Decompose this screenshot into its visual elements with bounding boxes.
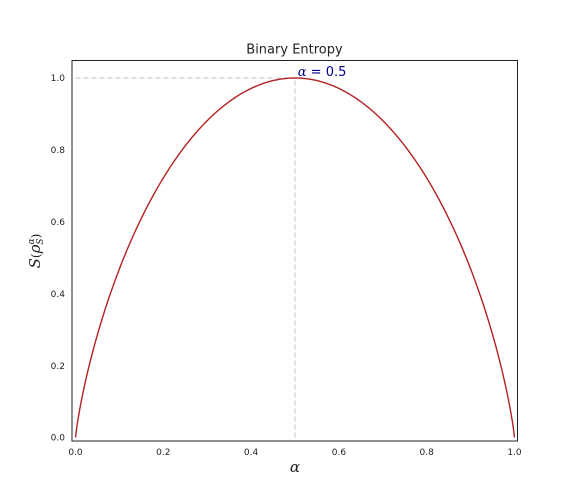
y-tick-label: 0.6 <box>51 218 66 228</box>
x-tick-labels: 0.0 0.2 0.4 0.6 0.8 1.0 <box>68 448 522 458</box>
y-tick-label: 0.4 <box>51 290 66 300</box>
annotation-value: = 0.5 <box>307 65 347 80</box>
y-tick-label: 0.0 <box>51 434 66 444</box>
max-annotation: α = 0.5 <box>298 65 347 80</box>
y-label-subscript: S <box>36 238 46 244</box>
chart-title: Binary Entropy <box>246 43 343 58</box>
y-label-close: ) <box>29 234 43 239</box>
reference-lines <box>75 77 296 438</box>
y-label-open: ( <box>29 253 43 258</box>
y-label-main: S <box>26 258 44 268</box>
y-label-rho: ρ <box>26 244 44 254</box>
y-tick-labels: 0.0 0.2 0.4 0.6 0.8 1.0 <box>51 74 66 444</box>
x-tick-label: 0.2 <box>156 448 170 458</box>
x-tick-label: 0.0 <box>68 448 83 458</box>
x-tick-label: 0.6 <box>332 448 347 458</box>
x-axis-label: α <box>290 458 300 476</box>
entropy-curve <box>74 77 516 438</box>
plot-frame <box>71 60 518 442</box>
x-tick-label: 0.8 <box>420 448 435 458</box>
annotation-variable: α <box>298 65 307 80</box>
y-tick-label: 0.8 <box>51 146 66 156</box>
y-label-superscript: α <box>27 238 37 244</box>
x-tick-label: 0.4 <box>244 448 259 458</box>
y-tick-label: 1.0 <box>51 74 66 84</box>
y-axis-label: S(ρSα) <box>26 234 46 269</box>
x-tick-label: 1.0 <box>507 448 522 458</box>
y-tick-label: 0.2 <box>51 362 65 372</box>
